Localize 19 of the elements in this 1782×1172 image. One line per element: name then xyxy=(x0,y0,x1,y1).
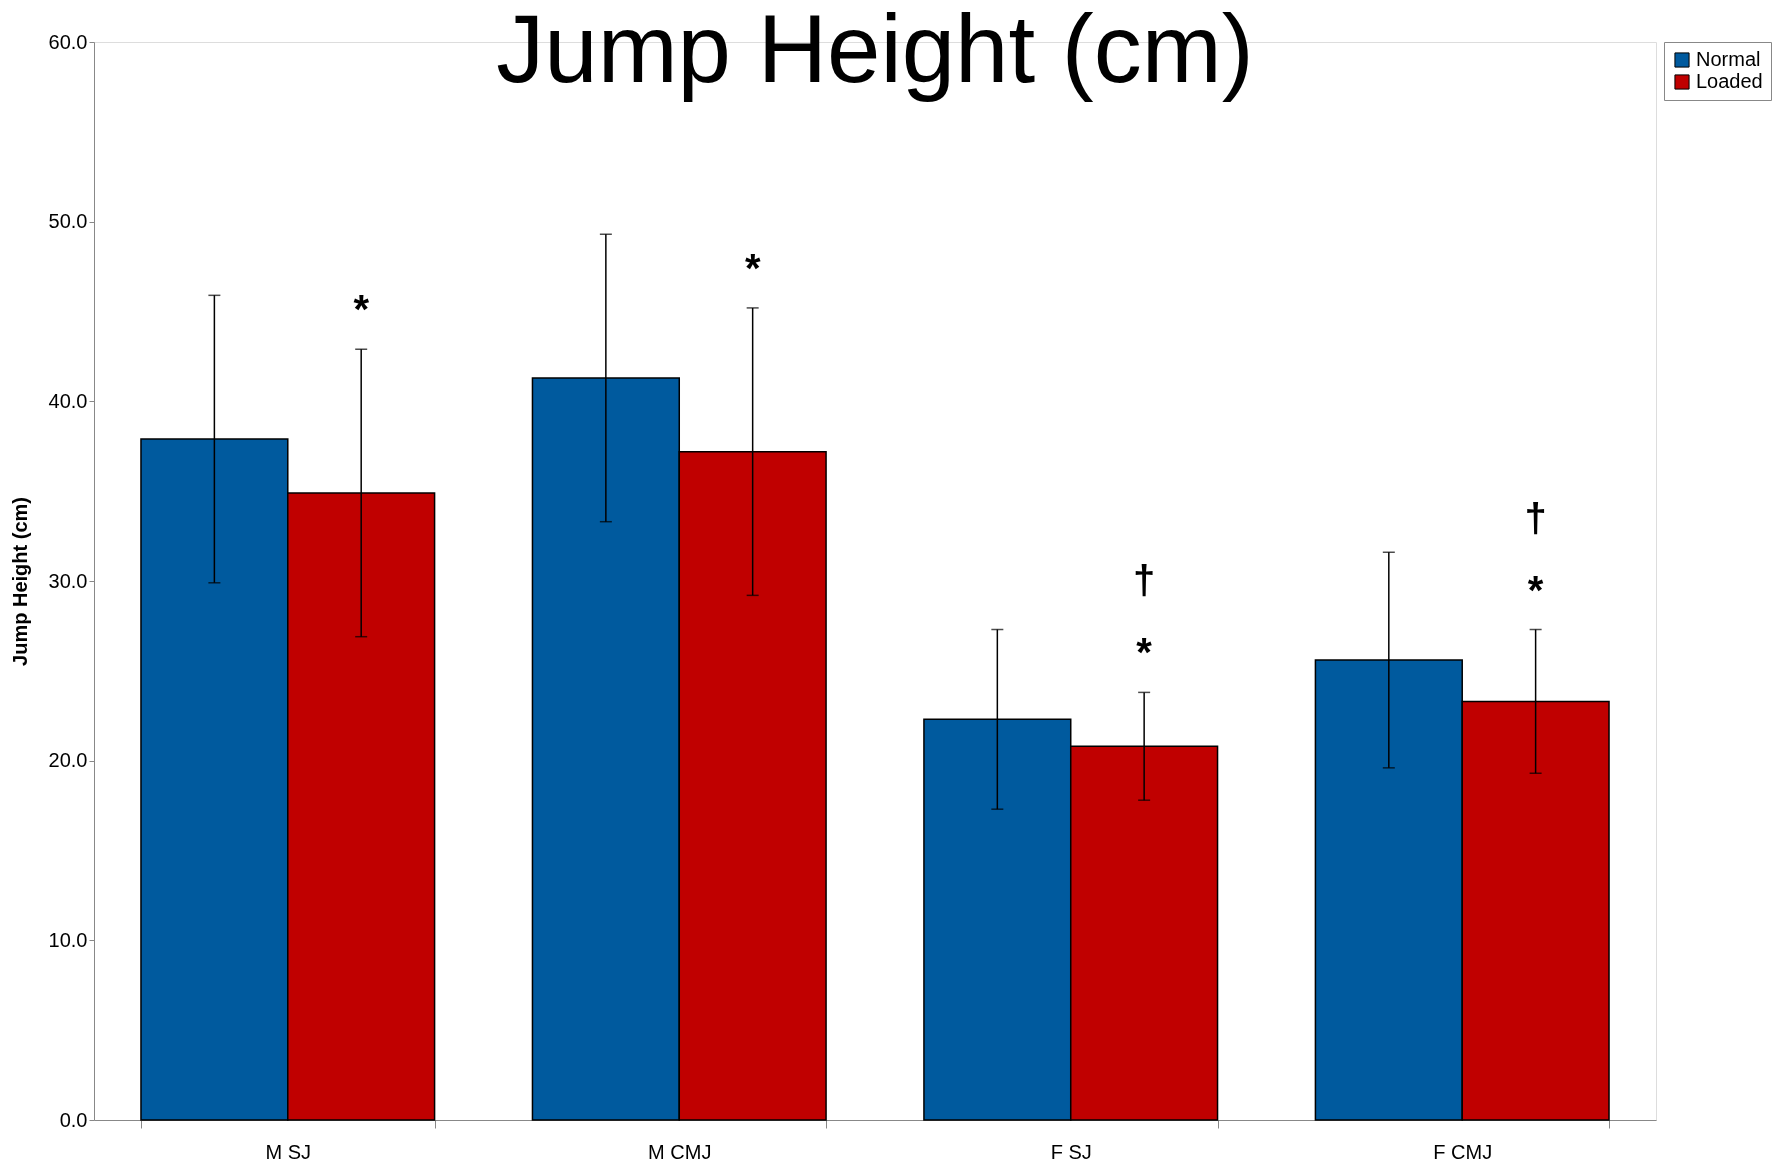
y-axis-title: Jump Height (cm) xyxy=(8,497,31,666)
x-tick-label: F CMJ xyxy=(1433,1140,1493,1163)
y-tick-label: 30.0 xyxy=(48,569,88,592)
y-tick-label: 50.0 xyxy=(48,210,88,233)
annotation: † * xyxy=(1133,558,1156,675)
y-tick-label: 10.0 xyxy=(48,928,88,951)
x-tick-label: M SJ xyxy=(265,1140,312,1163)
x-tick-label: F SJ xyxy=(1050,1140,1092,1163)
annotation: † * xyxy=(1524,495,1547,612)
legend-label: Normal xyxy=(1696,48,1761,70)
x-tick-label: M CMJ xyxy=(648,1140,712,1163)
y-tick-label: 0.0 xyxy=(59,1108,88,1131)
chart-title: Jump Height (cm) xyxy=(496,0,1254,102)
annotation: * xyxy=(353,287,370,332)
annotation: * xyxy=(744,245,761,290)
y-tick-label: 20.0 xyxy=(48,749,88,772)
legend-label: Loaded xyxy=(1696,70,1763,92)
y-tick-label: 40.0 xyxy=(48,389,88,412)
y-tick-label: 60.0 xyxy=(48,30,88,53)
